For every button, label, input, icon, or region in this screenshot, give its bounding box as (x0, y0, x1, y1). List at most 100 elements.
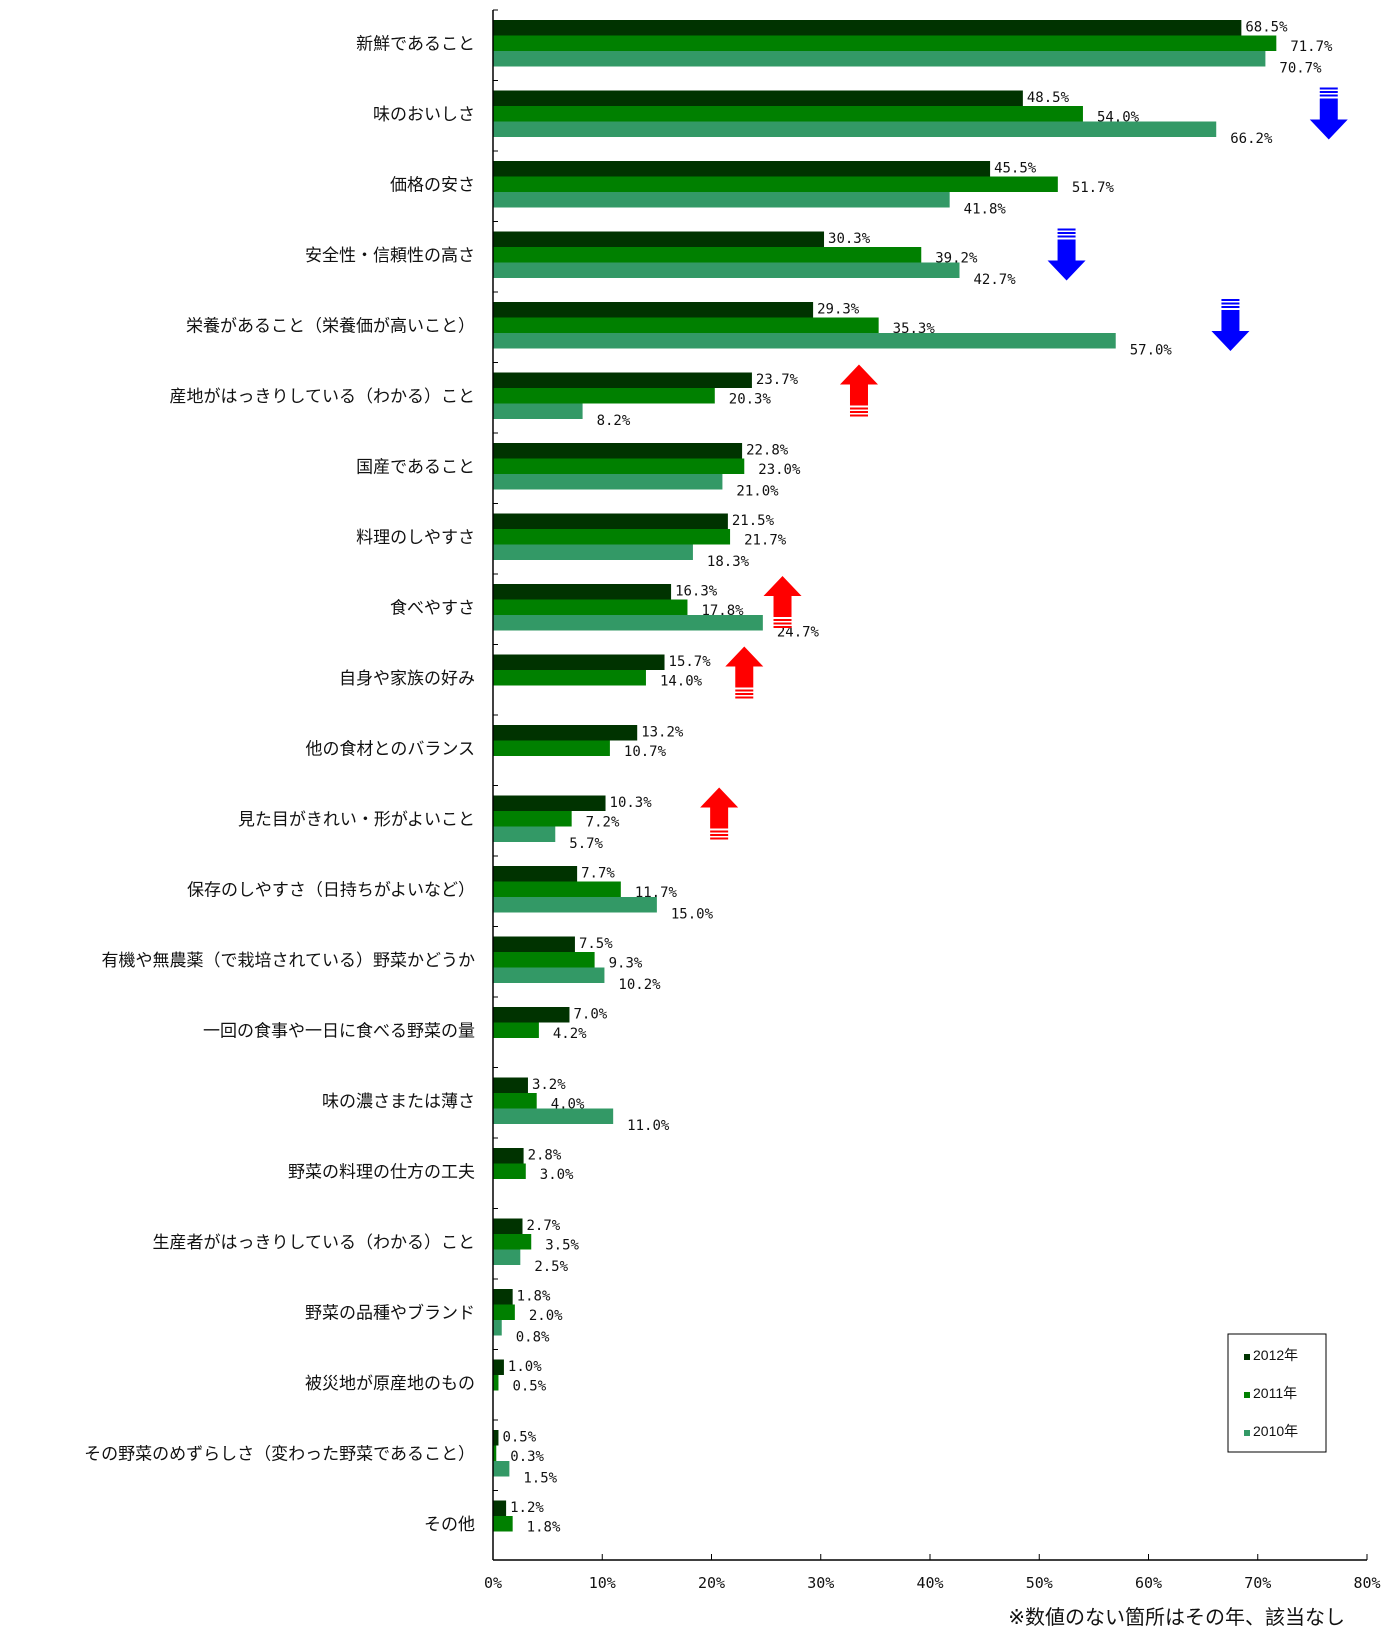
bar (493, 372, 752, 388)
category-label: 産地がはっきりしている（わかる）こと (170, 387, 476, 407)
data-label: 30.3% (828, 231, 871, 247)
bar (493, 106, 1083, 122)
bar (493, 333, 1116, 349)
category-label: 被災地が原産地のもの (305, 1374, 475, 1394)
data-label: 10.2% (618, 977, 661, 993)
bar (493, 1148, 524, 1164)
data-label: 7.2% (586, 815, 620, 831)
data-label: 0.5% (502, 1430, 536, 1446)
bar (493, 388, 715, 404)
bar (493, 1304, 515, 1320)
category-labels-layer: 新鮮であること味のおいしさ価格の安さ安全性・信頼性の高さ栄養があること（栄養価が… (84, 34, 475, 1535)
data-label: 68.5% (1245, 20, 1288, 36)
data-label: 2.7% (526, 1218, 560, 1234)
bar (493, 317, 879, 333)
bars-layer (493, 20, 1277, 1532)
data-label: 13.2% (641, 725, 684, 741)
data-label: 10.3% (610, 795, 653, 811)
bar (493, 1108, 614, 1124)
data-label: 4.2% (553, 1026, 587, 1042)
data-label: 5.7% (569, 836, 603, 852)
bar (493, 1289, 513, 1305)
bar (493, 599, 688, 615)
bar (493, 161, 991, 177)
category-label: 野菜の品種やブランド (305, 1302, 475, 1323)
data-label: 29.3% (817, 302, 860, 318)
bar (493, 795, 606, 811)
data-label: 71.7% (1290, 39, 1333, 55)
bar (493, 1516, 513, 1532)
data-label: 23.0% (758, 462, 801, 478)
data-label: 4.0% (551, 1097, 585, 1113)
axes-layer: 0% 10% 20% 30% 40% 50% 60% 70% 80% (484, 9, 1381, 1592)
bar (493, 176, 1058, 192)
bar (493, 1007, 570, 1023)
data-label: 2.5% (534, 1259, 568, 1275)
data-label: 1.0% (508, 1359, 542, 1375)
bar (493, 1022, 539, 1038)
bar (493, 1320, 502, 1336)
bar (493, 1375, 499, 1391)
up-arrow-icon (763, 576, 802, 628)
legend-label: 2010年 (1253, 1423, 1298, 1439)
bar (493, 1234, 532, 1250)
data-label: 14.0% (660, 674, 703, 690)
data-label: 41.8% (964, 202, 1007, 218)
footnote: ※数値のない箇所はその年、該当なし (1008, 1605, 1345, 1629)
data-label: 23.7% (756, 372, 799, 388)
bar (493, 615, 763, 631)
x-tick-label: 30% (807, 1574, 834, 1592)
category-label: 一回の食事や一日に食べる野菜の量 (203, 1021, 475, 1041)
data-label: 70.7% (1279, 61, 1322, 77)
bar (493, 20, 1242, 36)
category-label: 保存のしやすさ（日持ちがよいなど） (187, 880, 475, 900)
bar (493, 192, 950, 208)
data-label: 22.8% (746, 443, 789, 459)
data-label: 1.8% (517, 1289, 551, 1305)
category-label: 有機や無農薬（で栽培されている）野菜かどうか (102, 951, 476, 971)
x-tick-label: 60% (1135, 1574, 1162, 1592)
data-label: 66.2% (1230, 131, 1273, 147)
data-label: 45.5% (994, 161, 1037, 177)
data-label: 54.0% (1097, 110, 1140, 126)
data-label: 48.5% (1027, 90, 1070, 106)
legend-swatch (1244, 1430, 1250, 1436)
data-label: 21.7% (744, 533, 787, 549)
bar (493, 513, 728, 529)
data-label: 11.0% (627, 1118, 670, 1134)
data-label: 2.8% (528, 1148, 562, 1164)
data-label: 1.2% (510, 1500, 544, 1516)
category-label: 食べやすさ (390, 598, 475, 618)
bar (493, 1093, 537, 1109)
data-label: 3.2% (532, 1077, 566, 1093)
data-label: 9.3% (609, 956, 643, 972)
legend-swatch (1244, 1354, 1250, 1360)
data-label: 57.0% (1130, 343, 1173, 359)
bar (493, 670, 646, 686)
bar (493, 866, 578, 882)
up-arrow-icon (725, 646, 764, 699)
bar (493, 247, 922, 263)
bar (493, 881, 621, 897)
bar (493, 952, 595, 968)
category-label: 新鮮であること (356, 34, 475, 54)
x-tick-label: 0% (484, 1574, 502, 1592)
bar (493, 936, 575, 952)
down-arrow-icon (1309, 87, 1348, 140)
x-tick-label: 10% (589, 1574, 616, 1592)
data-label: 7.0% (573, 1007, 607, 1023)
data-label: 11.7% (635, 885, 678, 901)
data-label: 0.8% (516, 1330, 550, 1346)
down-arrow-icon (1047, 228, 1086, 281)
category-label: 安全性・信頼性の高さ (305, 246, 475, 266)
bar (493, 35, 1277, 51)
category-label: 栄養があること（栄養価が高いこと） (186, 316, 475, 336)
category-label: 生産者がはっきりしている（わかる）こと (153, 1233, 476, 1253)
category-label: 料理のしやすさ (356, 528, 475, 548)
x-tick-label: 50% (1026, 1574, 1053, 1592)
legend-label: 2012年 (1253, 1347, 1298, 1363)
data-label: 10.7% (624, 744, 667, 760)
category-label: その他 (424, 1515, 475, 1535)
bar (493, 1218, 523, 1234)
